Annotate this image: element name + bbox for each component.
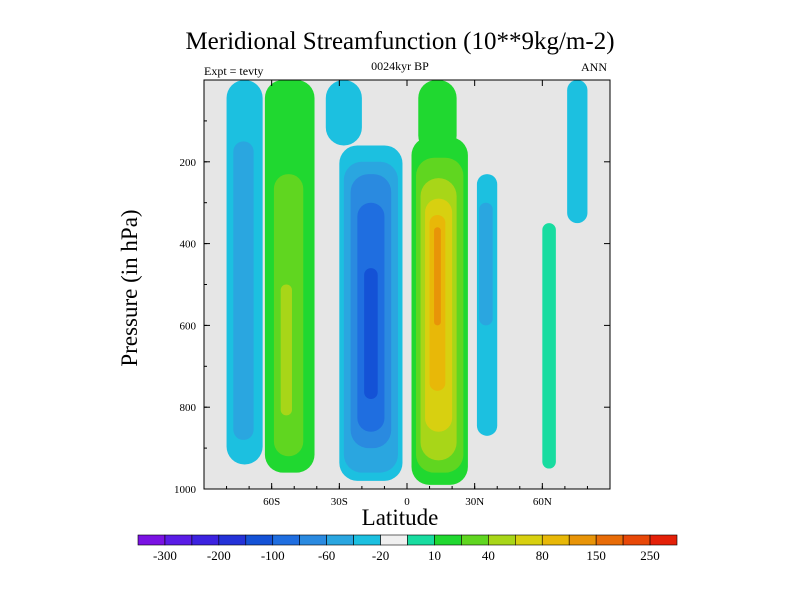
colorbar-swatch: [407, 534, 435, 546]
colorbar-swatch: [541, 534, 570, 546]
colorbar-swatch: [299, 534, 327, 546]
colorbar-label: 40: [482, 548, 495, 563]
colorbar-swatch: [649, 534, 678, 546]
y-tick-label: 1000: [174, 484, 197, 496]
contour-cell: [418, 80, 457, 154]
colorbar-label: 250: [640, 548, 660, 563]
colorbar-swatch: [137, 534, 166, 546]
colorbar-swatch: [488, 534, 516, 546]
colorbar-label: 150: [586, 548, 606, 563]
colorbar-label: 10: [428, 548, 441, 563]
colorbar-label: -300: [153, 548, 177, 563]
season-label: ANN: [581, 60, 607, 74]
colorbar-swatch: [514, 534, 543, 546]
colorbar-label: -200: [207, 548, 231, 563]
colorbar-swatch: [272, 534, 301, 546]
y-tick-label: 400: [180, 239, 197, 251]
chart-subtitle: 0024kyr BP: [371, 59, 429, 73]
x-axis-label: Latitude: [361, 505, 439, 530]
colorbar-swatch: [380, 534, 408, 546]
colorbar-swatch: [595, 534, 624, 546]
contour-cell: [280, 284, 292, 416]
experiment-label: Expt = tevty: [204, 64, 264, 78]
colorbar-label: 80: [536, 548, 549, 563]
axes: 60S 30S 0 30N 60N 200 400 600 800 1000: [174, 79, 611, 508]
colorbar-swatch: [622, 534, 651, 546]
contour-cell: [364, 268, 378, 400]
colorbar-swatch: [164, 534, 193, 546]
y-tick-label: 800: [180, 402, 197, 414]
colorbar-label: -20: [372, 548, 389, 563]
colorbar-swatch: [191, 534, 220, 546]
colorbar-swatch: [218, 534, 247, 546]
x-tick-label: 60S: [263, 496, 280, 508]
chart-title: Meridional Streamfunction (10**9kg/m-2): [185, 28, 615, 55]
contour-cell: [434, 227, 441, 326]
colorbar-swatch: [353, 534, 381, 546]
colorbar-swatch: [434, 534, 462, 546]
x-tick-label: 0: [404, 496, 410, 508]
x-tick-label: 30N: [465, 496, 484, 508]
contour-cell: [567, 80, 588, 224]
contour-cell: [479, 202, 493, 326]
x-tick-label: 30S: [331, 496, 348, 508]
contour-cell: [233, 141, 254, 440]
y-tick-label: 600: [180, 320, 197, 332]
plot-area: [204, 80, 610, 489]
colorbar-label: -100: [261, 548, 285, 563]
contour-cell: [325, 80, 362, 146]
colorbar-swatch: [245, 534, 274, 546]
x-tick-label: 60N: [533, 496, 552, 508]
colorbar: -300 -200 -100 -60 -20 10 40 80 150 250: [137, 534, 678, 563]
colorbar-swatch: [461, 534, 489, 546]
colorbar-label: -60: [318, 548, 335, 563]
colorbar-swatch: [568, 534, 597, 546]
contour-cell: [542, 223, 556, 469]
colorbar-swatch: [326, 534, 354, 546]
y-tick-label: 200: [180, 157, 197, 169]
